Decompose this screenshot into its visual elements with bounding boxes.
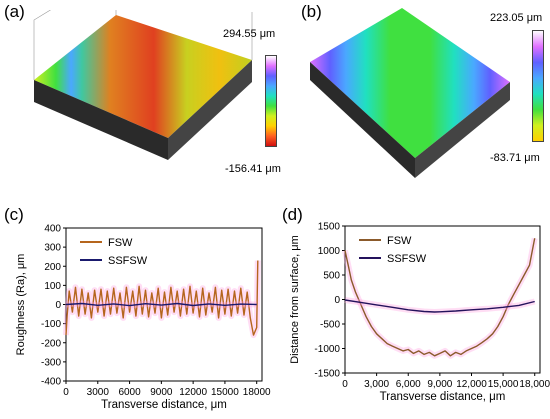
plot-frame [344,225,541,374]
x-tick-label: 9,000 [427,379,452,390]
y-tick-label: 400 [44,224,61,235]
y-tick-label: 500 [323,271,340,282]
colorbar-max-label-b: 223.05 μm [490,12,543,24]
x-tick-label: 3,000 [364,379,389,390]
y-tick-label: -100 [41,319,61,330]
panel-label-a: (a) [4,2,25,21]
y-tick-label: 300 [44,243,61,254]
legend-label-fsw: FSW [108,237,133,249]
surface-plot-b [310,8,510,178]
x-tick-label: 6000 [118,387,141,398]
panel-label-d: (d) [282,205,303,224]
surface-side-front-a [34,80,168,160]
colorbar-a [265,55,277,147]
series-line-ssfsw [344,299,535,313]
x-axis-label: Transverse distance, μm [380,391,506,403]
surface-top-a [34,15,252,138]
x-tick-label: 0 [342,379,348,390]
surface-distance-chart: -1500 -1000 -500 0 500 1000 1500 0 3,000 6,000 9,0… [289,222,550,404]
series-line-fsw [65,260,259,336]
y-axis-label: Distance from surface, μm [289,235,301,364]
y-tick-label: -400 [41,377,61,388]
y-tick-label: -200 [41,338,61,349]
surface-side-front-b [310,62,415,178]
bounding-box-a [33,10,51,80]
x-tick-label: 3000 [87,387,110,398]
x-tick-label: 15,000 [488,379,519,390]
x-axis-label: Transverse distance, μm [101,399,227,411]
surface-plot-a [33,10,253,160]
y-tick-label: -500 [320,320,340,331]
x-tick-label: 18,000 [519,379,550,390]
series-line-fsw [344,238,536,357]
x-tick-label: 0 [63,387,69,398]
y-tick-label: 0 [334,295,340,306]
y-tick-label: -300 [41,357,61,368]
y-tick-label: 200 [44,262,61,273]
surface-top-b [310,8,510,158]
surface-side-right-a [168,60,252,160]
x-tick-label: 6,000 [396,379,421,390]
colorbar-b [532,30,544,142]
x-tick-label: 15000 [211,387,239,398]
colorbar-min-label-a: -156.41 μm [225,163,281,175]
roughness-chart: -400 -300 -200 -100 0 100 200 300 400 0 3000 6000 90… [15,224,271,412]
colorbar-max-label-a: 294.55 μm [223,28,276,40]
series-line-ssfsw [65,302,257,307]
legend-label-fsw: FSW [387,235,412,247]
panel-label-b: (b) [301,2,322,21]
y-tick-label: -1000 [314,344,340,355]
surface-side-right-b [415,82,510,178]
legend-label-ssfsw: SSFSW [108,255,148,267]
legend-label-ssfsw: SSFSW [387,253,427,265]
x-tick-label: 12000 [179,387,207,398]
colorbar-min-label-b: -83.71 μm [490,152,540,164]
y-tick-label: 0 [55,300,61,311]
x-tick-label: 9000 [150,387,173,398]
x-tick-label: 18000 [243,387,271,398]
y-axis-label: Roughness (Ra), μm [15,254,27,356]
y-tick-label: 100 [44,281,61,292]
y-tick-label: 1000 [318,246,341,257]
x-tick-label: 12,000 [456,379,487,390]
y-tick-label: 1500 [318,222,341,233]
panel-label-c: (c) [4,205,24,224]
y-tick-label: -1500 [314,369,340,380]
